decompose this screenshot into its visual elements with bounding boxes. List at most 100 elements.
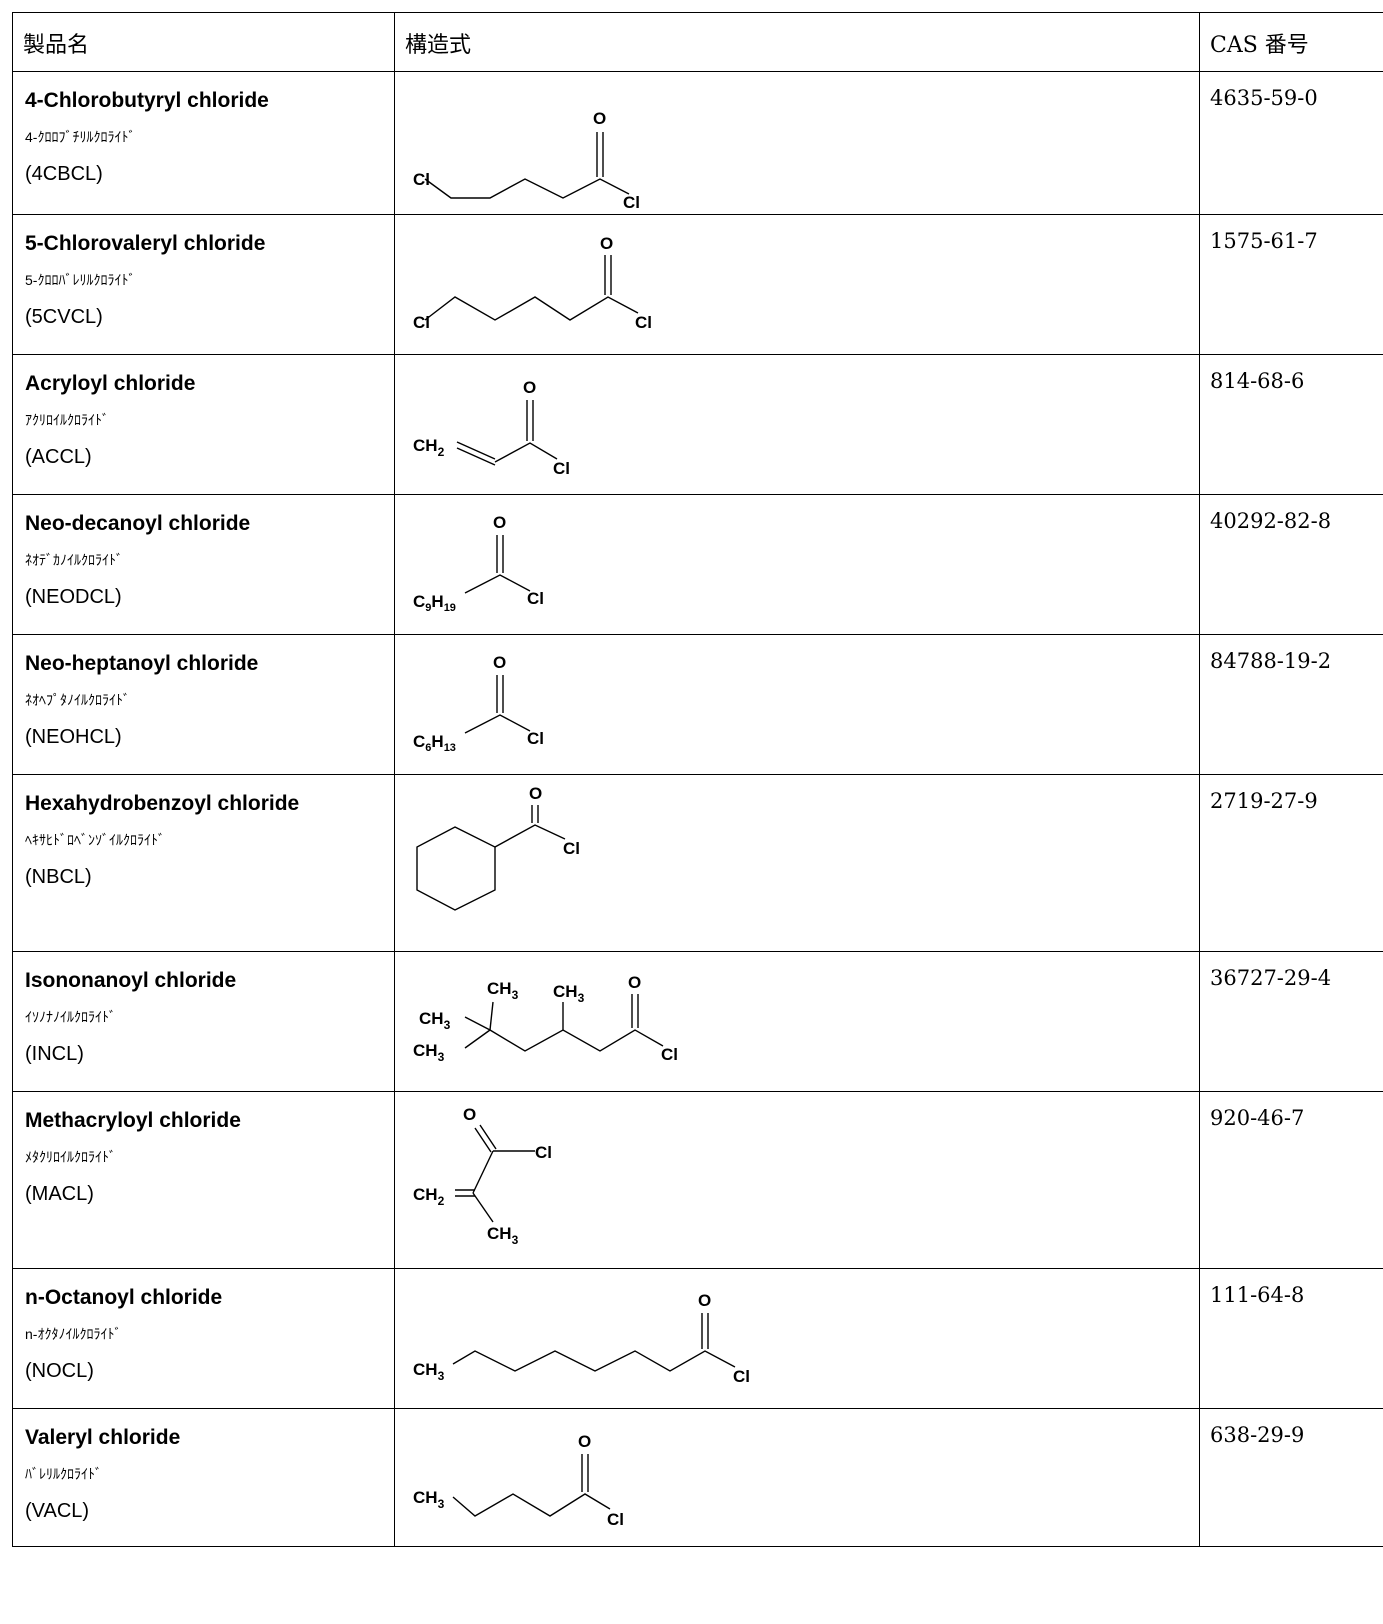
- atom-label: CH3: [553, 982, 585, 1005]
- table-row: Valeryl chloride ﾊﾞﾚﾘﾙｸﾛﾗｲﾄﾞ (VACL) CH3 …: [12, 1408, 1383, 1547]
- product-abbr: (NEODCL): [25, 586, 122, 608]
- header-structure: 構造式: [394, 12, 1200, 72]
- structure-neohcl: O C6H13 Cl: [413, 653, 544, 754]
- atom-label: Cl: [733, 1367, 750, 1386]
- structure-vacl: CH3 O Cl: [413, 1432, 624, 1529]
- structure-5cvcl: Cl O Cl: [413, 234, 652, 332]
- product-name-cell: Methacryloyl chloride ﾒﾀｸﾘﾛｲﾙｸﾛﾗｲﾄﾞ (MAC…: [12, 1091, 395, 1269]
- table-row: Neo-decanoyl chloride ﾈｵﾃﾞｶﾉｲﾙｸﾛﾗｲﾄﾞ (NE…: [12, 494, 1383, 635]
- product-abbr: (5CVCL): [25, 306, 103, 328]
- structure-incl: CH3 CH3 CH3 CH3 O Cl: [413, 973, 678, 1064]
- structure-accl: CH2 O Cl: [413, 378, 570, 478]
- structure-cell: CH2 O Cl: [394, 354, 1200, 495]
- structure-cell: CH3 O Cl: [394, 1268, 1200, 1409]
- product-name-en: 4-Chlorobutyryl chloride: [25, 89, 269, 112]
- atom-label: O: [698, 1291, 711, 1310]
- atom-label: Cl: [413, 313, 430, 332]
- table-row: Isononanoyl chloride ｲｿﾉﾅﾉｲﾙｸﾛﾗｲﾄﾞ (INCL…: [12, 951, 1383, 1092]
- atom-label: O: [600, 234, 613, 253]
- atom-label: CH2: [413, 1185, 445, 1208]
- atom-label: Cl: [527, 729, 544, 748]
- product-table: 製品名 構造式 CAS 番号 4-Chlorobutyryl chloride …: [12, 12, 1383, 1547]
- header-cas: CAS 番号: [1199, 12, 1383, 72]
- structure-cell: O C6H13 Cl: [394, 634, 1200, 775]
- product-name-jp: n-ｵｸﾀﾉｲﾙｸﾛﾗｲﾄﾞ: [25, 1326, 122, 1342]
- atom-label: Cl: [635, 313, 652, 332]
- structure-macl: O Cl CH2 CH3: [413, 1105, 552, 1247]
- product-abbr: (NOCL): [25, 1360, 94, 1382]
- product-name-en: Hexahydrobenzoyl chloride: [25, 792, 300, 815]
- product-name-cell: 5-Chlorovaleryl chloride 5-ｸﾛﾛﾊﾞﾚﾘﾙｸﾛﾗｲﾄ…: [12, 214, 395, 355]
- atom-label: Cl: [607, 1510, 624, 1529]
- structure-cell: O C9H19 Cl: [394, 494, 1200, 635]
- product-abbr: (VACL): [25, 1500, 90, 1522]
- structure-nocl: CH3 O Cl: [413, 1291, 750, 1386]
- table-row: 4-Chlorobutyryl chloride 4-ｸﾛﾛﾌﾞﾁﾘﾙｸﾛﾗｲﾄ…: [12, 71, 1383, 215]
- table-row: n-Octanoyl chloride n-ｵｸﾀﾉｲﾙｸﾛﾗｲﾄﾞ (NOCL…: [12, 1268, 1383, 1409]
- atom-label: Cl: [661, 1045, 678, 1064]
- structure-cell: Cl O Cl: [394, 214, 1200, 355]
- product-name-cell: Valeryl chloride ﾊﾞﾚﾘﾙｸﾛﾗｲﾄﾞ (VACL): [12, 1408, 395, 1547]
- table-row: Neo-heptanoyl chloride ﾈｵﾍﾌﾟﾀﾉｲﾙｸﾛﾗｲﾄﾞ (…: [12, 634, 1383, 775]
- product-name-cell: Acryloyl chloride ｱｸﾘﾛｲﾙｸﾛﾗｲﾄﾞ (ACCL): [12, 354, 395, 495]
- atom-label: O: [529, 784, 542, 803]
- atom-label: CH3: [487, 1224, 519, 1247]
- atom-label: O: [523, 378, 536, 397]
- product-name-jp: ﾊﾞﾚﾘﾙｸﾛﾗｲﾄﾞ: [25, 1466, 102, 1482]
- product-name-jp: ｲｿﾉﾅﾉｲﾙｸﾛﾗｲﾄﾞ: [25, 1009, 116, 1025]
- cas-cell: 638-29-9: [1199, 1408, 1383, 1547]
- structure-neodcl: O C9H19 Cl: [413, 513, 544, 614]
- table-row: 5-Chlorovaleryl chloride 5-ｸﾛﾛﾊﾞﾚﾘﾙｸﾛﾗｲﾄ…: [12, 214, 1383, 355]
- product-name-en: n-Octanoyl chloride: [25, 1286, 223, 1309]
- atom-label: Cl: [413, 170, 430, 189]
- atom-label: CH3: [413, 1488, 445, 1511]
- structure-cell: O Cl CH2 CH3: [394, 1091, 1200, 1269]
- product-name-en: Isononanoyl chloride: [25, 969, 237, 992]
- cas-cell: 84788-19-2: [1199, 634, 1383, 775]
- product-name-en: Methacryloyl chloride: [25, 1109, 241, 1132]
- atom-label: CH2: [413, 436, 445, 459]
- cas-cell: 1575-61-7: [1199, 214, 1383, 355]
- table-row: Hexahydrobenzoyl chloride ﾍｷｻﾋﾄﾞﾛﾍﾞﾝｿﾞｲﾙ…: [12, 774, 1383, 952]
- header-row: 製品名 構造式 CAS 番号: [12, 12, 1383, 72]
- product-name-cell: Isononanoyl chloride ｲｿﾉﾅﾉｲﾙｸﾛﾗｲﾄﾞ (INCL…: [12, 951, 395, 1092]
- atom-label: Cl: [535, 1143, 552, 1162]
- cas-cell: 4635-59-0: [1199, 71, 1383, 215]
- product-name-en: Acryloyl chloride: [25, 372, 196, 395]
- atom-label: CH3: [419, 1009, 451, 1032]
- product-abbr: (ACCL): [25, 446, 92, 468]
- atom-label: O: [593, 109, 606, 128]
- atom-label: CH3: [413, 1360, 445, 1383]
- atom-label: C6H13: [413, 732, 456, 754]
- product-name-en: Neo-heptanoyl chloride: [25, 652, 259, 675]
- product-name-en: Neo-decanoyl chloride: [25, 512, 251, 535]
- cas-cell: 111-64-8: [1199, 1268, 1383, 1409]
- atom-label: O: [493, 653, 506, 672]
- product-name-cell: 4-Chlorobutyryl chloride 4-ｸﾛﾛﾌﾞﾁﾘﾙｸﾛﾗｲﾄ…: [12, 71, 395, 215]
- atom-label: O: [628, 973, 641, 992]
- cas-cell: 814-68-6: [1199, 354, 1383, 495]
- product-abbr: (4CBCL): [25, 163, 103, 185]
- header-product-name: 製品名: [12, 12, 395, 72]
- product-name-cell: Neo-decanoyl chloride ﾈｵﾃﾞｶﾉｲﾙｸﾛﾗｲﾄﾞ (NE…: [12, 494, 395, 635]
- structure-cell: CH3 CH3 CH3 CH3 O Cl: [394, 951, 1200, 1092]
- atom-label: C9H19: [413, 592, 456, 614]
- atom-label: O: [578, 1432, 591, 1451]
- product-name-jp: ﾒﾀｸﾘﾛｲﾙｸﾛﾗｲﾄﾞ: [25, 1149, 116, 1165]
- table-row: Methacryloyl chloride ﾒﾀｸﾘﾛｲﾙｸﾛﾗｲﾄﾞ (MAC…: [12, 1091, 1383, 1269]
- product-name-jp: ﾈｵﾃﾞｶﾉｲﾙｸﾛﾗｲﾄﾞ: [25, 552, 123, 568]
- product-name-cell: Neo-heptanoyl chloride ﾈｵﾍﾌﾟﾀﾉｲﾙｸﾛﾗｲﾄﾞ (…: [12, 634, 395, 775]
- product-name-en: Valeryl chloride: [25, 1426, 181, 1449]
- atom-label: Cl: [623, 193, 640, 212]
- product-name-jp: 4-ｸﾛﾛﾌﾞﾁﾘﾙｸﾛﾗｲﾄﾞ: [25, 129, 136, 145]
- cas-cell: 40292-82-8: [1199, 494, 1383, 635]
- product-name-jp: ｱｸﾘﾛｲﾙｸﾛﾗｲﾄﾞ: [25, 412, 109, 428]
- atom-label: CH3: [413, 1041, 445, 1064]
- cas-cell: 920-46-7: [1199, 1091, 1383, 1269]
- atom-label: Cl: [553, 459, 570, 478]
- product-abbr: (NBCL): [25, 866, 92, 888]
- product-abbr: (INCL): [25, 1043, 84, 1065]
- product-name-en: 5-Chlorovaleryl chloride: [25, 232, 266, 255]
- atom-label: CH3: [487, 979, 519, 1002]
- structure-4cbcl: Cl O Cl: [413, 109, 640, 212]
